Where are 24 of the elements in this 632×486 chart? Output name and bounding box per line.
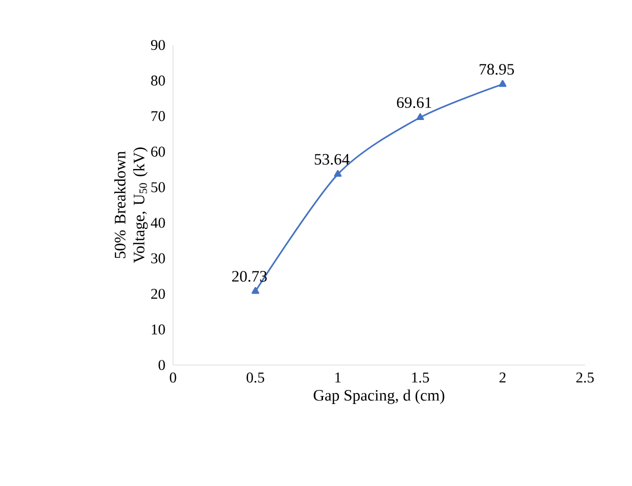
y-tick-label: 20 bbox=[151, 288, 165, 299]
x-tick-label: 1 bbox=[335, 372, 341, 382]
y-tick-label: 80 bbox=[151, 76, 165, 86]
x-tick-label: 0 bbox=[170, 372, 176, 383]
data-label: 69.61 bbox=[396, 97, 432, 108]
x-tick-label: 2.5 bbox=[576, 372, 594, 383]
point bbox=[252, 286, 260, 294]
x-tick-label: 1.5 bbox=[412, 372, 429, 383]
y-tick-label: 30 bbox=[151, 253, 165, 264]
y-tick-label: 90 bbox=[151, 40, 165, 50]
x-tick-label: 2 bbox=[500, 372, 506, 382]
point bbox=[416, 113, 424, 120]
point bbox=[334, 170, 342, 177]
y-tick-label: 0 bbox=[158, 360, 165, 370]
y-tick-label: 70 bbox=[152, 111, 165, 122]
x-tick-label: 0.5 bbox=[246, 372, 264, 383]
point bbox=[498, 80, 506, 87]
y-tick-label: 60 bbox=[151, 146, 165, 157]
y-tick-label: 50 bbox=[151, 182, 165, 192]
y-tick-label: 10 bbox=[152, 324, 165, 334]
data-label: 53.64 bbox=[314, 154, 350, 165]
data-label: 78.95 bbox=[480, 64, 514, 75]
x-axis-title: Gap Spacing, d (cm) bbox=[314, 389, 444, 404]
y-tick-label: 40 bbox=[150, 218, 165, 228]
